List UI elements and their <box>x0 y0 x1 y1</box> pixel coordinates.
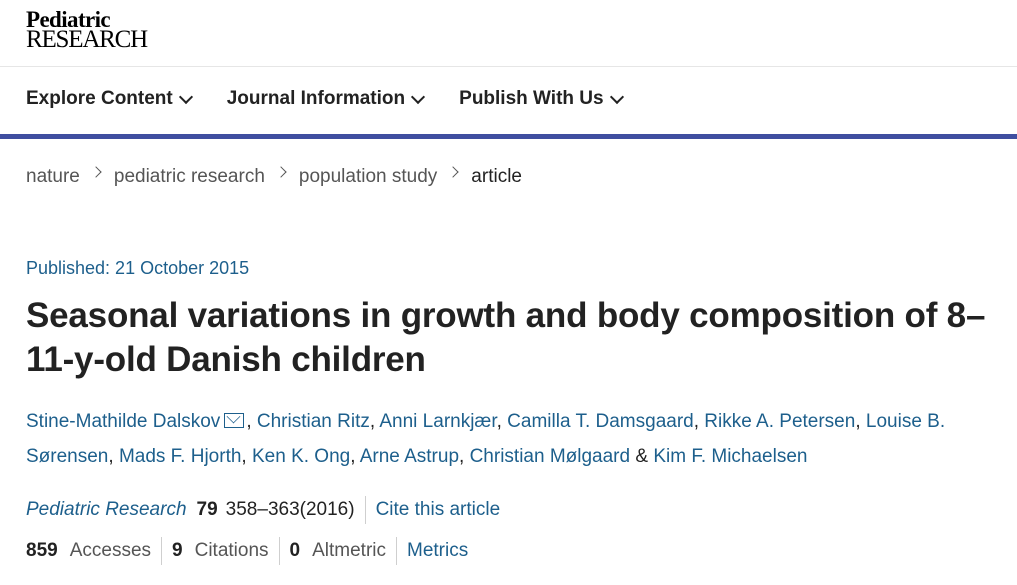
main-nav: Explore Content Journal Information Publ… <box>26 88 658 110</box>
article-title: Seasonal variations in growth and body c… <box>26 296 986 379</box>
author-link[interactable]: Louise B. Sørensen <box>26 411 946 467</box>
nav-explore-content[interactable]: Explore Content <box>26 88 193 110</box>
nav-explore-content-label: Explore Content <box>26 88 173 109</box>
nav-journal-information[interactable]: Journal Information <box>226 88 426 110</box>
nav-publish-with-us-label: Publish With Us <box>459 88 604 109</box>
journal-name-link[interactable]: Pediatric Research <box>26 499 187 520</box>
citation-line: Pediatric Research 79 358–363(2016) Cite… <box>26 495 500 525</box>
breadcrumb-population-study[interactable]: population study <box>298 166 438 187</box>
accesses-label: Accesses <box>69 540 152 561</box>
author-link[interactable]: Christian Ritz <box>256 411 370 432</box>
breadcrumb: nature pediatric research population stu… <box>26 166 522 188</box>
author-link[interactable]: Stine-Mathilde Dalskov <box>26 411 221 432</box>
journal-logo[interactable]: Pediatric RESEARCH <box>26 7 148 53</box>
divider <box>396 537 397 565</box>
metrics-link[interactable]: Metrics <box>407 540 469 561</box>
divider <box>161 537 163 565</box>
envelope-icon[interactable] <box>224 413 245 428</box>
chevron-right-icon <box>275 166 287 178</box>
chevron-down-icon <box>178 89 193 105</box>
citations-label: Citations <box>194 540 269 561</box>
author-link[interactable]: Christian Mølgaard <box>469 446 631 467</box>
altmetric-count: 0 <box>289 540 301 561</box>
page-range: 358–363(2016) <box>225 499 355 520</box>
accesses-count: 859 <box>26 540 58 561</box>
author-link[interactable]: Arne Astrup <box>359 446 460 467</box>
cite-this-article-link[interactable]: Cite this article <box>375 499 501 520</box>
citations-count: 9 <box>172 540 183 561</box>
divider <box>278 537 280 565</box>
chevron-down-icon <box>411 89 426 105</box>
article-metrics: 859 Accesses 9 Citations 0 Altmetric Met… <box>26 536 468 566</box>
logo-line-1: Pediatric <box>26 7 111 32</box>
header-divider <box>0 66 1017 67</box>
nav-publish-with-us[interactable]: Publish With Us <box>459 88 624 110</box>
altmetric-label: Altmetric <box>312 540 386 561</box>
author-list: Stine-Mathilde Dalskov, Christian Ritz, … <box>26 411 946 467</box>
author-link[interactable]: Rikke A. Petersen <box>704 411 856 432</box>
nav-journal-information-label: Journal Information <box>226 88 406 109</box>
breadcrumb-nature[interactable]: nature <box>26 166 80 187</box>
divider <box>364 496 366 524</box>
author-link[interactable]: Ken K. Ong <box>251 446 351 467</box>
breadcrumb-pediatric-research[interactable]: pediatric research <box>113 166 265 187</box>
breadcrumb-article: article <box>471 166 522 187</box>
chevron-right-icon <box>90 166 102 178</box>
logo-line-2: RESEARCH <box>26 26 148 53</box>
chevron-right-icon <box>447 166 459 178</box>
author-link[interactable]: Mads F. Hjorth <box>118 446 242 467</box>
nav-accent-bar <box>0 134 1017 139</box>
author-link[interactable]: Anni Larnkjær <box>379 411 497 432</box>
author-link[interactable]: Camilla T. Damsgaard <box>507 411 694 432</box>
chevron-down-icon <box>609 89 624 105</box>
author-link[interactable]: Kim F. Michaelsen <box>653 446 808 467</box>
published-date: Published: 21 October 2015 <box>26 258 250 278</box>
volume-number: 79 <box>196 499 218 520</box>
